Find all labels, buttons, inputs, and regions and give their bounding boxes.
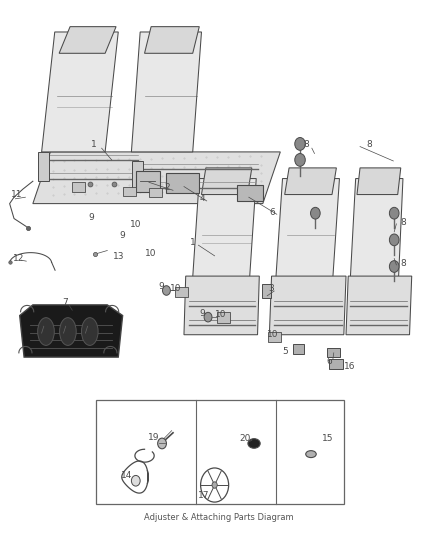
Polygon shape bbox=[193, 179, 256, 277]
Polygon shape bbox=[350, 179, 403, 277]
Bar bbox=[72, 182, 85, 192]
Text: 8: 8 bbox=[366, 141, 372, 149]
Text: Adjuster & Attaching Parts Diagram: Adjuster & Attaching Parts Diagram bbox=[144, 513, 294, 521]
Circle shape bbox=[389, 207, 399, 219]
Ellipse shape bbox=[81, 318, 98, 345]
Polygon shape bbox=[33, 152, 280, 204]
Bar bbox=[132, 161, 143, 190]
Polygon shape bbox=[201, 168, 252, 195]
Bar bbox=[96, 400, 344, 504]
Text: 9: 9 bbox=[158, 282, 164, 291]
Circle shape bbox=[201, 468, 229, 502]
Bar bbox=[217, 312, 230, 323]
Text: 9: 9 bbox=[199, 309, 205, 318]
Text: 11: 11 bbox=[11, 190, 22, 199]
Text: 10: 10 bbox=[215, 310, 226, 319]
Polygon shape bbox=[285, 168, 336, 195]
Text: 8: 8 bbox=[400, 219, 406, 227]
Text: 6: 6 bbox=[269, 208, 276, 216]
Circle shape bbox=[162, 286, 170, 295]
Circle shape bbox=[212, 482, 217, 488]
Text: 3: 3 bbox=[268, 285, 274, 293]
Text: 7: 7 bbox=[62, 298, 68, 307]
Bar bbox=[166, 173, 199, 193]
Polygon shape bbox=[276, 179, 339, 277]
Bar bbox=[329, 359, 343, 369]
Polygon shape bbox=[145, 27, 199, 53]
Circle shape bbox=[389, 261, 399, 272]
Text: 10: 10 bbox=[145, 249, 157, 258]
Text: 1: 1 bbox=[91, 141, 97, 149]
Circle shape bbox=[295, 138, 305, 150]
Circle shape bbox=[158, 438, 166, 449]
Polygon shape bbox=[357, 168, 401, 195]
Text: 9: 9 bbox=[119, 231, 125, 240]
Bar bbox=[237, 185, 263, 201]
Bar bbox=[327, 348, 340, 357]
Text: 17: 17 bbox=[198, 491, 209, 500]
Circle shape bbox=[389, 234, 399, 246]
Ellipse shape bbox=[306, 451, 316, 457]
Ellipse shape bbox=[60, 318, 76, 345]
Bar bbox=[175, 287, 188, 297]
Polygon shape bbox=[59, 27, 116, 53]
Text: 9: 9 bbox=[88, 213, 94, 222]
Text: 1: 1 bbox=[190, 238, 196, 247]
Polygon shape bbox=[346, 276, 412, 335]
Text: 15: 15 bbox=[322, 434, 333, 442]
Bar bbox=[136, 171, 160, 192]
Text: 10: 10 bbox=[267, 330, 278, 339]
Text: 14: 14 bbox=[120, 471, 132, 480]
Text: 13: 13 bbox=[113, 253, 125, 261]
Circle shape bbox=[131, 475, 140, 486]
Polygon shape bbox=[184, 276, 259, 335]
Text: 10: 10 bbox=[130, 221, 141, 229]
Text: 16: 16 bbox=[344, 362, 355, 371]
Bar bbox=[149, 188, 162, 197]
Bar bbox=[123, 187, 136, 196]
Polygon shape bbox=[20, 305, 123, 357]
Ellipse shape bbox=[248, 439, 260, 448]
Bar bbox=[268, 332, 281, 342]
Circle shape bbox=[311, 207, 320, 219]
Text: 19: 19 bbox=[148, 433, 160, 441]
Text: 8: 8 bbox=[400, 260, 406, 268]
Text: 12: 12 bbox=[13, 254, 24, 263]
Circle shape bbox=[295, 154, 305, 166]
Polygon shape bbox=[131, 32, 201, 152]
Bar bbox=[293, 344, 304, 354]
Polygon shape bbox=[42, 32, 118, 152]
Polygon shape bbox=[269, 276, 346, 335]
Text: 20: 20 bbox=[240, 434, 251, 442]
Text: 6: 6 bbox=[326, 357, 332, 366]
Text: 10: 10 bbox=[170, 285, 182, 293]
Text: 4: 4 bbox=[200, 194, 205, 203]
Ellipse shape bbox=[38, 318, 54, 345]
Bar bbox=[38, 152, 49, 181]
Text: 8: 8 bbox=[304, 141, 310, 149]
Circle shape bbox=[204, 312, 212, 322]
Bar bbox=[262, 284, 271, 298]
Text: 2: 2 bbox=[165, 183, 170, 192]
Text: 5: 5 bbox=[283, 348, 289, 356]
